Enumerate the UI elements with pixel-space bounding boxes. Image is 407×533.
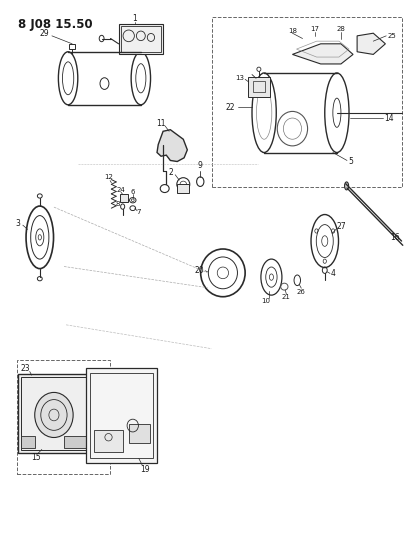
Polygon shape [157,130,187,161]
Bar [248,77,270,97]
Text: 19: 19 [140,465,150,473]
Text: 1: 1 [132,14,137,23]
Text: 28: 28 [337,26,346,32]
Polygon shape [357,33,385,54]
Bar [21,436,35,448]
Bar [64,436,88,448]
Text: 15: 15 [31,453,41,462]
Text: 2: 2 [169,167,173,176]
Bar [212,17,402,187]
Bar [69,44,75,49]
Text: 5: 5 [349,157,353,166]
Text: 10: 10 [262,298,271,304]
Bar [120,26,161,52]
Text: 11: 11 [156,119,166,128]
Ellipse shape [345,182,349,190]
Text: 6: 6 [131,189,135,195]
Text: 8 J08 15.50: 8 J08 15.50 [18,18,92,31]
Text: 13: 13 [235,75,244,81]
Text: 16: 16 [391,233,400,242]
Text: 27: 27 [336,222,346,231]
Bar [120,195,128,202]
Bar [17,360,110,474]
Bar [94,430,123,452]
Bar [18,374,93,453]
Text: 17: 17 [310,26,319,32]
Text: 7: 7 [137,209,141,215]
Text: 29: 29 [39,29,49,38]
Bar [129,424,150,442]
Text: 8: 8 [116,201,120,207]
Text: 14: 14 [385,114,394,123]
Text: 25: 25 [387,33,396,39]
Text: 9: 9 [198,161,203,170]
Text: 26: 26 [297,289,306,295]
Bar [253,81,265,92]
Bar [90,373,153,458]
Bar [21,377,90,450]
Bar [118,23,163,54]
Text: 4: 4 [330,269,335,278]
Ellipse shape [35,392,73,438]
Text: 21: 21 [282,294,291,300]
Text: 20: 20 [195,266,204,274]
Text: 3: 3 [15,219,20,228]
Polygon shape [292,44,353,64]
Text: 12: 12 [104,174,113,181]
Text: 22: 22 [225,103,234,112]
Text: 18: 18 [288,28,297,34]
Text: 24: 24 [117,187,125,192]
Text: 23: 23 [21,364,31,373]
Bar [86,368,157,463]
Bar [177,184,189,193]
